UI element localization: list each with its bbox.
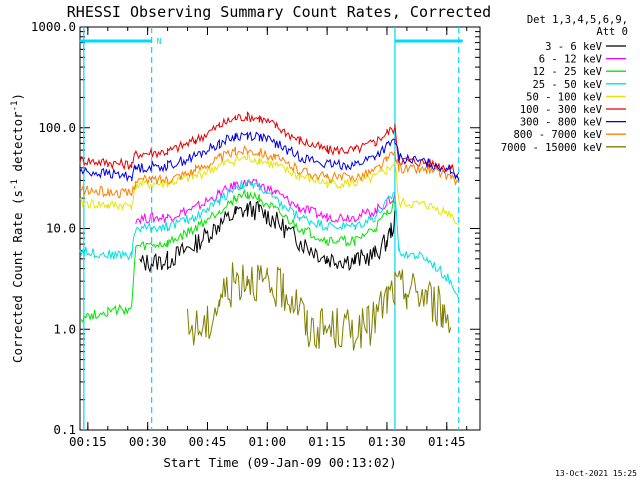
series-line	[79, 144, 460, 199]
chart-title: RHESSI Observing Summary Count Rates, Co…	[67, 3, 491, 21]
legend-label: 50 - 100 keV	[526, 91, 603, 103]
x-tick-label: 01:00	[248, 434, 286, 449]
series-line	[79, 153, 460, 226]
series-line	[135, 178, 396, 225]
legend-label: 7000 - 15000 keV	[501, 142, 603, 154]
series-line	[139, 200, 396, 274]
legend-label: 25 - 50 keV	[532, 79, 602, 91]
series-line	[79, 188, 396, 324]
footer-date: 13-Oct-2021 15:25	[555, 469, 637, 478]
x-axis-label: Start Time (09-Jan-09 00:13:02)	[163, 455, 396, 470]
x-tick-label: 01:15	[308, 434, 346, 449]
series-line	[79, 111, 460, 178]
mode-bar-label: N	[157, 37, 162, 46]
y-tick-label: 1.0	[53, 321, 76, 336]
y-axis-label-part: )	[10, 93, 25, 101]
attenuator-markers: N	[79, 27, 463, 430]
legend-label: 800 - 7000 keV	[513, 129, 602, 141]
y-axis-label-part: -1	[10, 101, 20, 112]
y-axis-label-part: Corrected Count Rate (s	[10, 190, 25, 363]
axis-ticks: 00:15 00:30 00:45 01:00 01:15 01:30 01:45 0.1 1.…	[31, 19, 480, 449]
x-tick-label: 01:45	[428, 434, 466, 449]
legend-label: 6 - 12 keV	[539, 54, 603, 66]
y-axis-label: Corrected Count Rate (s-1 detector-1)	[10, 93, 25, 363]
legend-header: Att 0	[596, 26, 628, 38]
series-line	[79, 178, 460, 300]
legend-header: Det 1,3,4,5,6,9,	[527, 14, 628, 26]
x-tick-label: 01:30	[368, 434, 406, 449]
x-tick-label: 00:45	[189, 434, 227, 449]
data-series	[79, 111, 460, 351]
legend-label: 300 - 800 keV	[520, 117, 603, 129]
x-tick-label: 00:30	[129, 434, 167, 449]
y-tick-label: 0.1	[53, 422, 76, 437]
y-tick-label: 100.0	[38, 120, 76, 135]
series-line	[79, 131, 460, 183]
y-tick-label: 1000.0	[31, 19, 76, 34]
x-tick-label: 00:15	[69, 434, 107, 449]
series-line	[187, 262, 452, 351]
legend-label: 12 - 25 keV	[532, 66, 602, 78]
legend-label: 100 - 300 keV	[520, 104, 603, 116]
y-axis-label-part: detector	[10, 111, 25, 179]
legend-label: 3 - 6 keV	[545, 41, 603, 53]
y-tick-label: 10.0	[46, 221, 76, 236]
y-axis-label-part: -1	[10, 179, 20, 190]
